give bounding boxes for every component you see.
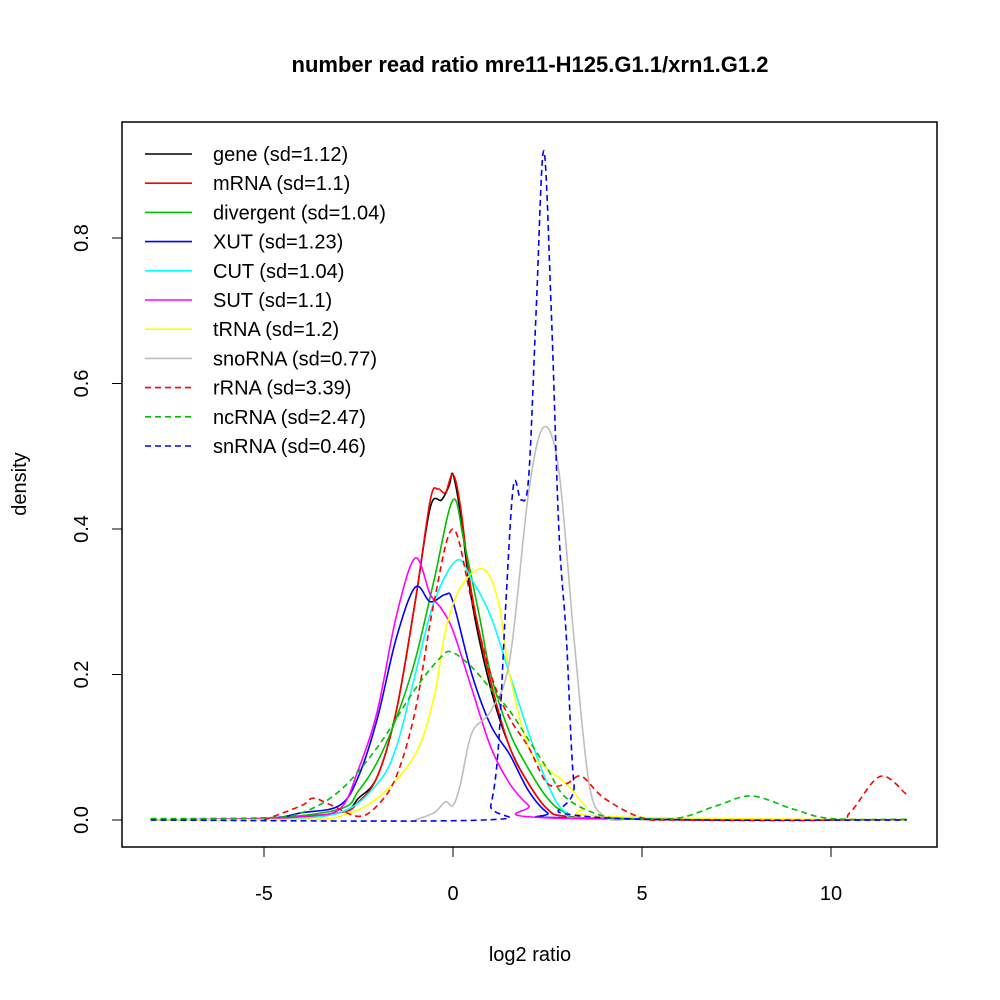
y-axis-label: density: [9, 452, 31, 515]
legend-label: divergent (sd=1.04): [213, 202, 386, 224]
x-tick-label: 0: [447, 883, 458, 905]
series-ncrna-line: [150, 650, 907, 821]
legend-label: tRNA (sd=1.2): [213, 319, 339, 341]
series-divergent-line: [150, 498, 907, 821]
series-cut-line: [150, 558, 907, 821]
legend-label: ncRNA (sd=2.47): [213, 407, 366, 429]
y-tick-label: 0.8: [71, 224, 93, 252]
legend-label: snRNA (sd=0.46): [213, 436, 366, 458]
x-tick-label: -5: [255, 883, 273, 905]
legend-label: rRNA (sd=3.39): [213, 378, 351, 400]
x-tick-label: 10: [820, 883, 842, 905]
series-snorna-line: [414, 425, 624, 822]
series-snrna-line: [150, 149, 907, 822]
series-xut-line: [150, 585, 907, 821]
series-rrna-line: [263, 528, 908, 822]
legend-label: SUT (sd=1.1): [213, 290, 332, 312]
legend-label: CUT (sd=1.04): [213, 261, 344, 283]
y-tick-label: 0.0: [71, 806, 93, 834]
legend-label: snoRNA (sd=0.77): [213, 348, 377, 370]
legend-label: mRNA (sd=1.1): [213, 173, 350, 195]
chart-title: number read ratio mre11-H125.G1.1/xrn1.G…: [292, 52, 769, 77]
series-mrna-line: [150, 473, 907, 821]
legend-label: XUT (sd=1.23): [213, 232, 343, 254]
y-tick-label: 0.2: [71, 661, 93, 689]
x-axis-label: log2 ratio: [489, 944, 571, 966]
y-tick-label: 0.4: [71, 515, 93, 543]
series-sut-line: [150, 557, 907, 821]
legend-label: gene (sd=1.12): [213, 144, 348, 166]
y-tick-label: 0.6: [71, 370, 93, 398]
x-tick-label: 5: [636, 883, 647, 905]
series-trna-line: [150, 567, 907, 821]
